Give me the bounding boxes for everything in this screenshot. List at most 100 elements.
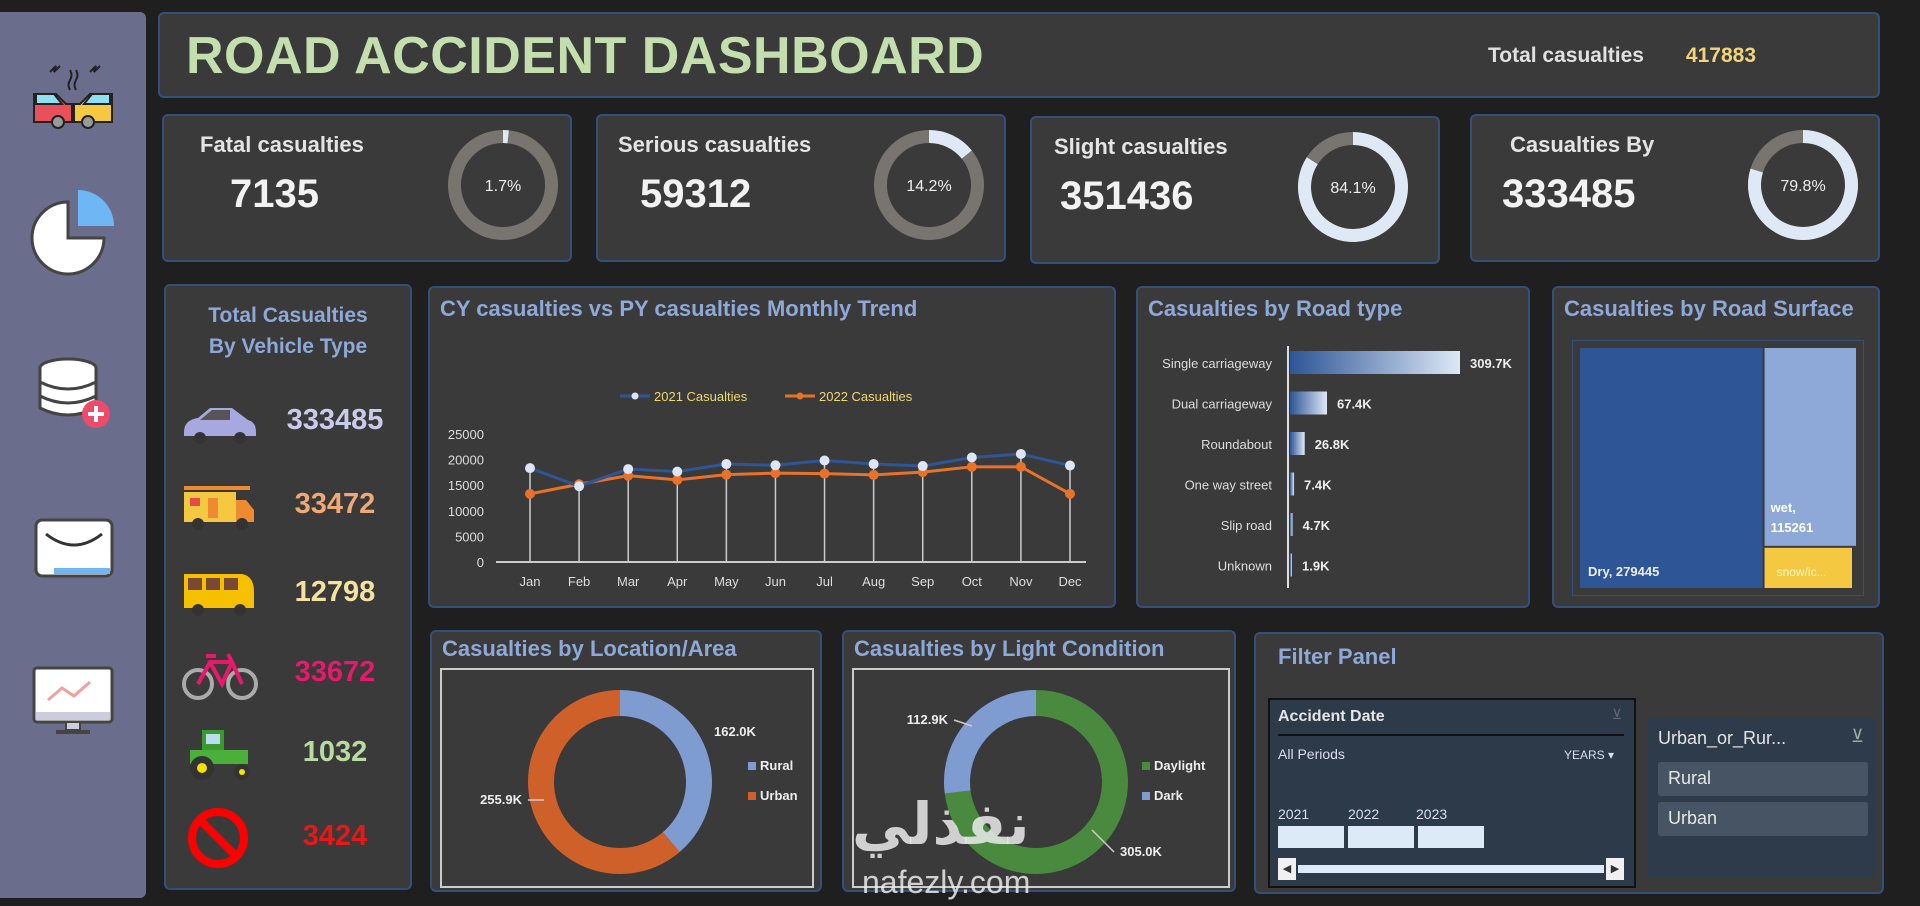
monthly-trend-chart: 2021 Casualties 2022 Casualties 0 5000 10000…	[448, 389, 1086, 589]
vehicle-row: 333485	[180, 392, 400, 452]
x-tick-label: May	[714, 574, 739, 589]
kpi-value: 351436	[1060, 174, 1194, 218]
accident-date-slicer: Accident Date ⊻ All Periods YEARS ▾ 2021…	[1268, 698, 1636, 888]
timeline-scrollbar[interactable]: ◀ ▶	[1278, 858, 1624, 880]
legend-label: Daylight	[1154, 758, 1206, 773]
slicer-item-rural[interactable]: Rural	[1658, 762, 1868, 796]
donut-slice	[944, 690, 1036, 794]
leader-line	[953, 719, 973, 727]
series-line	[529, 452, 1071, 488]
legend-label: 2021 Casualties	[654, 389, 748, 404]
x-tick-label: Mar	[617, 574, 640, 589]
all-periods-label: All Periods	[1278, 746, 1345, 762]
vehicle-title-line2: By Vehicle Type	[208, 335, 368, 358]
kpi-value: 333485	[1502, 172, 1636, 216]
mail-icon[interactable]	[28, 506, 118, 596]
vehicle-type-panel: Total Casualties By Vehicle Type 333485 …	[164, 284, 412, 890]
kpi-label: Fatal casualties	[200, 132, 364, 157]
legend-swatch	[1142, 792, 1150, 800]
vehicle-value: 1032	[302, 736, 368, 768]
scroll-thumb[interactable]	[1298, 865, 1604, 873]
y-tick-label: 5000	[455, 529, 484, 544]
kpi-donut: 14.2%	[874, 130, 985, 240]
kpi-donut: 79.8%	[1748, 130, 1859, 240]
data-label: 162.0K	[714, 724, 757, 739]
year-bar-2023[interactable]	[1418, 826, 1486, 848]
monitor-chart-icon[interactable]	[28, 658, 118, 748]
bar	[1290, 472, 1295, 496]
location-donut-chart: 162.0K 255.9K Rural Urban	[440, 668, 814, 888]
x-tick-label: Jul	[816, 574, 833, 589]
kpi-label: Serious casualties	[618, 132, 812, 157]
filter-panel-title: Filter Panel	[1278, 644, 1397, 669]
data-point	[1015, 461, 1026, 472]
vehicle-title-line1: Total Casualties	[208, 304, 368, 327]
year-bar-2021[interactable]	[1278, 826, 1346, 848]
data-point	[966, 452, 977, 463]
x-tick-label: Feb	[568, 574, 590, 589]
scroll-left-icon[interactable]: ◀	[1278, 858, 1296, 880]
vehicle-value: 333485	[286, 404, 384, 436]
treemap-cell-dry	[1580, 348, 1763, 588]
tractor-icon	[190, 730, 250, 780]
monthly-trend-title: CY casualties vs PY casualties Monthly T…	[440, 296, 918, 321]
vehicle-value: 3424	[302, 820, 368, 852]
bar	[1290, 513, 1293, 536]
slicer-divider	[1278, 734, 1624, 736]
category-label: Dual carriageway	[1172, 397, 1273, 412]
vehicle-value: 33672	[294, 656, 376, 688]
x-tick-label: Oct	[962, 574, 983, 589]
clear-filter-icon[interactable]: ⊻	[1611, 706, 1622, 722]
y-tick-label: 20000	[448, 453, 484, 468]
data-point	[721, 459, 732, 470]
x-tick-label: Jan	[520, 574, 541, 589]
data-label: 26.8K	[1315, 437, 1350, 452]
data-point	[525, 463, 535, 474]
x-tick-label: Jun	[765, 574, 786, 589]
header-bar: ROAD ACCIDENT DASHBOARD Total casualties…	[158, 12, 1880, 98]
light-condition-panel: Casualties by Light Condition 305.0K 112.…	[842, 630, 1236, 892]
data-point	[574, 481, 585, 492]
cell-label: wet,	[1770, 500, 1796, 515]
leader-line	[1091, 829, 1115, 853]
database-add-icon[interactable]	[28, 352, 118, 442]
legend-swatch	[1142, 762, 1150, 770]
year-bar-2022[interactable]	[1348, 826, 1416, 848]
data-label: 255.9K	[480, 792, 523, 807]
category-label: Slip road	[1221, 518, 1272, 533]
legend-swatch	[748, 792, 756, 800]
category-label: One way street	[1185, 478, 1273, 493]
data-point	[819, 455, 830, 466]
light-condition-donut-chart: 305.0K 112.9K Daylight Dark	[852, 668, 1230, 888]
cell-label: Dry, 279445	[1588, 564, 1659, 579]
data-label: 67.4K	[1337, 397, 1372, 412]
category-label: Unknown	[1218, 559, 1272, 574]
pie-chart-icon[interactable]	[28, 180, 118, 276]
slicer-item-urban[interactable]: Urban	[1658, 802, 1868, 836]
data-point	[966, 461, 977, 472]
donut-slice	[528, 690, 680, 874]
clear-filter-icon[interactable]: ⊻	[1850, 726, 1864, 746]
years-level-dropdown[interactable]: YEARS ▾	[1564, 748, 1614, 762]
scroll-right-icon[interactable]: ▶	[1606, 858, 1624, 880]
data-point	[721, 469, 732, 480]
vehicle-row: 33672	[180, 644, 400, 704]
data-point	[819, 468, 830, 479]
legend-marker	[631, 392, 639, 400]
kpi-donut-label: 14.2%	[906, 178, 951, 195]
data-point	[868, 459, 879, 470]
data-label: 309.7K	[1470, 356, 1513, 371]
car-crash-icon[interactable]	[28, 52, 118, 142]
urban-rural-slicer: Urban_or_Rur... ⊻ Rural Urban	[1648, 718, 1876, 878]
data-label: 305.0K	[1120, 844, 1163, 859]
year-label: 2023	[1416, 806, 1448, 822]
kpi-donut-value	[503, 130, 509, 144]
y-tick-label: 15000	[448, 478, 484, 493]
kpi-donut: 1.7%	[448, 130, 559, 240]
kpi-card-serious: Serious casualties 59312 14.2%	[596, 114, 1006, 262]
data-point	[770, 468, 781, 479]
data-label: 1.9K	[1302, 559, 1330, 574]
data-point	[623, 464, 634, 475]
kpi-donut-value	[929, 130, 972, 159]
monthly-trend-panel: CY casualties vs PY casualties Monthly T…	[428, 286, 1116, 608]
